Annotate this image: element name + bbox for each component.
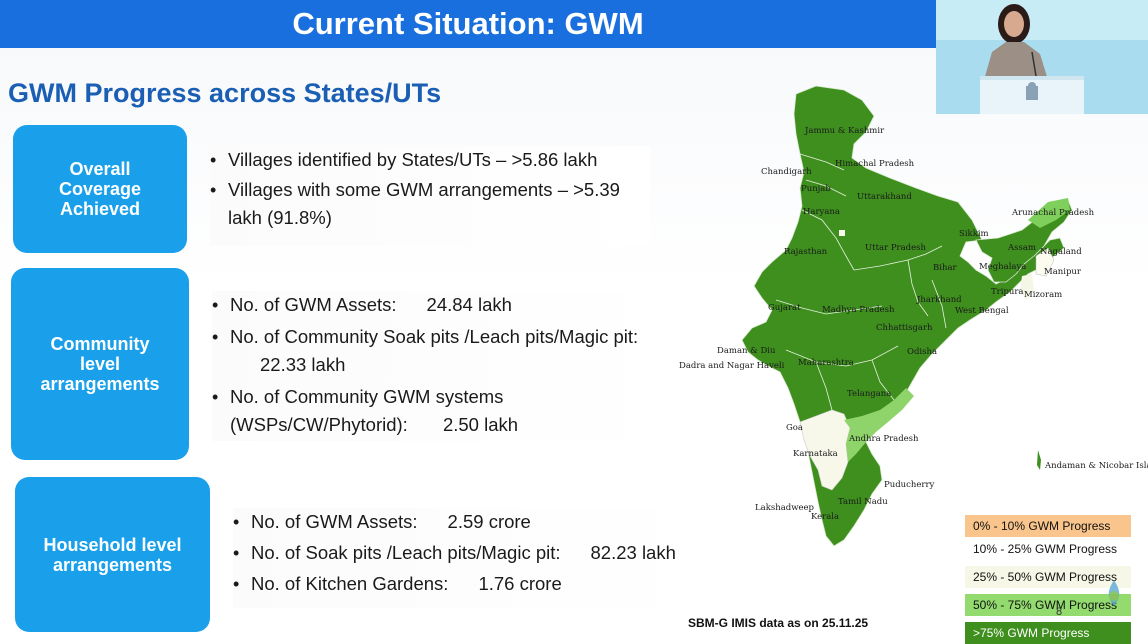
bullet-item: No. of GWM Assets:24.84 lakh [212,291,672,319]
legend-item-50-75: 50% - 75% GWM Progress [965,594,1131,616]
map-label: Nagaland [1040,247,1082,257]
map-region-manipur [1035,247,1055,277]
community-level-bullets: No. of GWM Assets:24.84 lakh No. of Comm… [212,291,672,441]
map-region-delhi [839,230,845,236]
legend-item-0-10: 0% - 10% GWM Progress [965,515,1131,537]
map-region-high-progress [741,85,1065,547]
map-label: Himachal Pradesh [835,159,915,169]
map-label: Chhattisgarh [876,323,933,333]
sbm-logo-icon [1108,580,1120,606]
map-label: Dadra and Nagar Haveli [679,361,785,371]
map-region-andhra-pradesh [844,388,914,462]
map-region-andaman-islands [1037,450,1041,470]
map-label: Punjab [801,184,831,194]
slide-title: Current Situation: GWM [292,6,644,41]
map-label: Maharashtra [798,358,854,368]
map-label: Meghalaya [979,262,1027,272]
map-label: Bihar [933,263,957,273]
map-label: Odisha [907,347,938,357]
map-label: Goa [786,423,803,433]
page-number: 8 [1056,606,1063,618]
map-label: Puducherry [884,480,935,490]
map-label: Assam [1008,243,1036,253]
map-label: Chandigarh [761,167,812,177]
map-label: Mizoram [1024,290,1063,300]
bullet-item: No. of Soak pits /Leach pits/Magic pit:8… [233,539,703,567]
map-label: Jammu & Kashmir [805,126,885,136]
section-heading-community-level: Community level arrangements [11,268,189,460]
overall-coverage-bullets: Villages identified by States/UTs – >5.8… [210,146,650,246]
section-heading-overall-coverage: Overall Coverage Achieved [13,125,187,253]
household-level-bullets: No. of GWM Assets:2.59 crore No. of Soak… [233,508,703,608]
bullet-item: Villages with some GWM arrangements – >5… [210,176,650,232]
map-label: Andhra Pradesh [849,434,919,444]
map-region-mizoram [1020,274,1034,300]
speaker-video-feed [936,0,1148,114]
legend-item-10-25: 10% - 25% GWM Progress [965,538,1131,560]
map-label: Kerala [811,512,840,522]
map-region-karnataka [799,409,851,491]
map-label: Telangana [847,389,892,399]
source-note: SBM-G IMIS data as on 25.11.25 [688,616,869,630]
map-label: Andaman & Nicobar Islands [1045,461,1148,471]
bullet-item: No. of GWM Assets:2.59 crore [233,508,703,536]
india-gwm-progress-map [741,85,1073,547]
map-label: Uttar Pradesh [865,243,926,253]
map-label: Jharkhand [917,295,962,305]
bullet-item: Villages identified by States/UTs – >5.8… [210,146,650,174]
map-label: Lakshadweep [755,503,814,513]
slide-subtitle: GWM Progress across States/UTs [8,78,442,108]
section-heading-household-level: Household level arrangements [15,477,210,632]
map-label: Gujarat [768,303,801,313]
map-label: Madhya Pradesh [822,305,895,315]
map-label: Karnataka [793,449,838,459]
map-label: Daman & Diu [717,346,776,356]
legend-item-75-plus: >75% GWM Progress [965,622,1131,644]
map-label: Manipur [1044,267,1081,277]
national-emblem-icon [1026,82,1038,100]
map-label: Tamil Nadu [838,497,888,507]
bullet-item: No. of Community Soak pits /Leach pits/M… [212,323,672,379]
bullet-item: No. of Community GWM systems (WSPs/CW/Ph… [212,383,672,439]
slide-title-bar: Current Situation: GWM [0,0,936,48]
map-region-arunachal [1028,198,1070,228]
legend-item-25-50: 25% - 50% GWM Progress [965,566,1131,588]
speaker-figure [936,0,1148,114]
map-label: Haryana [803,207,840,217]
bullet-item: No. of Kitchen Gardens:1.76 crore [233,570,703,598]
map-label: Sikkim [959,229,989,239]
map-label: Arunachal Pradesh [1012,208,1095,218]
map-label: Tripura [991,287,1024,297]
map-label: West Bengal [955,306,1009,316]
map-label: Rajasthan [784,247,828,257]
state-borders [775,153,947,411]
map-label: Uttarakhand [857,192,912,202]
